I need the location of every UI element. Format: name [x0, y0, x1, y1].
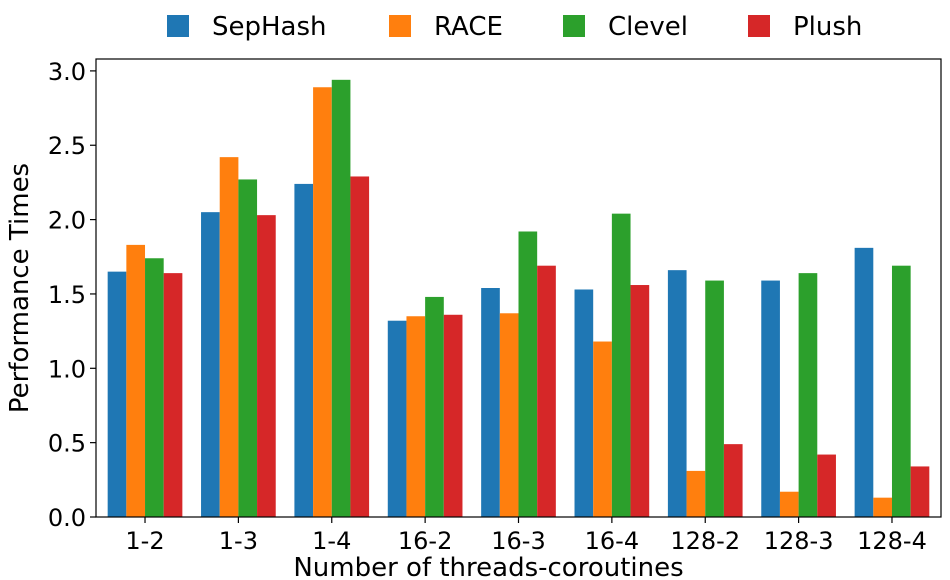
bar-race-128-4	[873, 497, 892, 517]
x-tick-label: 16-2	[398, 527, 452, 555]
bar-sephash-128-2	[667, 270, 687, 517]
bar-clevel-128-2	[705, 280, 724, 517]
x-tick-label: 128-4	[857, 527, 927, 555]
x-tick-label: 1-4	[312, 527, 351, 555]
bar-clevel-1-2	[145, 258, 164, 517]
bar-plush-1-3	[257, 215, 276, 517]
legend-label-clevel: Clevel	[608, 12, 688, 42]
y-tick-label: 0.0	[48, 504, 86, 532]
bar-race-1-4	[313, 87, 332, 517]
x-tick-label: 128-3	[764, 527, 834, 555]
legend-swatch-race	[389, 15, 411, 37]
bar-sephash-16-2	[387, 320, 407, 517]
y-axis-label: Performance Times	[5, 163, 35, 413]
bar-plush-128-3	[817, 454, 836, 517]
bar-sephash-1-4	[294, 183, 314, 517]
bar-sephash-16-3	[481, 288, 500, 517]
y-tick-label: 2.0	[48, 207, 86, 235]
bar-race-16-2	[406, 316, 426, 517]
bar-race-16-3	[499, 313, 519, 517]
bar-plush-16-3	[537, 265, 556, 517]
bar-plush-1-4	[350, 176, 370, 517]
bar-clevel-1-3	[238, 179, 258, 517]
bar-sephash-1-3	[201, 212, 220, 517]
bar-clevel-128-3	[798, 273, 818, 517]
x-tick-label: 16-4	[585, 527, 639, 555]
y-tick-label: 1.5	[48, 281, 86, 309]
x-axis-label: Number of threads-coroutines	[293, 553, 683, 580]
legend-label-sephash: SepHash	[212, 12, 327, 42]
bar-race-128-3	[779, 491, 799, 517]
bar-sephash-128-3	[761, 280, 780, 517]
bar-race-1-2	[126, 244, 146, 517]
bar-clevel-16-4	[611, 213, 631, 517]
legend-label-plush: Plush	[793, 12, 862, 42]
legend-label-race: RACE	[434, 12, 503, 42]
y-axis: 0.0 0.5 1.0 1.5 2.0 2.5 3.0	[48, 58, 96, 532]
bar-plush-16-4	[630, 285, 650, 517]
y-tick-label: 3.0	[48, 58, 86, 86]
bar-plush-128-4	[910, 466, 930, 517]
bar-clevel-1-4	[331, 79, 351, 517]
bar-plush-128-2	[723, 444, 743, 517]
bar-sephash-1-2	[107, 271, 127, 517]
y-tick-label: 2.5	[48, 132, 86, 160]
legend-swatch-plush	[748, 15, 770, 37]
bar-sephash-128-4	[854, 247, 874, 517]
bar-clevel-16-3	[518, 231, 538, 518]
y-tick-label: 1.0	[48, 355, 86, 383]
x-tick-label: 128-2	[670, 527, 740, 555]
legend-swatch-sephash	[167, 15, 189, 37]
x-tick-label: 1-3	[219, 527, 258, 555]
y-tick-label: 0.5	[48, 430, 86, 458]
bar-plush-16-2	[443, 314, 463, 517]
bar-sephash-16-4	[574, 289, 594, 517]
x-tick-label: 16-3	[491, 527, 545, 555]
bar-plush-1-2	[163, 273, 183, 517]
bar-race-16-4	[593, 341, 612, 517]
bar-race-128-2	[686, 470, 706, 517]
bar-race-1-3	[219, 157, 239, 517]
x-tick-label: 1-2	[125, 527, 164, 555]
bar-clevel-128-4	[891, 265, 911, 517]
bar-clevel-16-2	[425, 296, 444, 517]
legend-swatch-clevel	[563, 15, 585, 37]
x-axis: 1-2 1-3 1-4 16-2 16-3 16-4 128-2 128-3 128-4	[125, 517, 927, 555]
bars	[107, 79, 930, 518]
legend: SepHash RACE Clevel Plush	[167, 12, 862, 42]
